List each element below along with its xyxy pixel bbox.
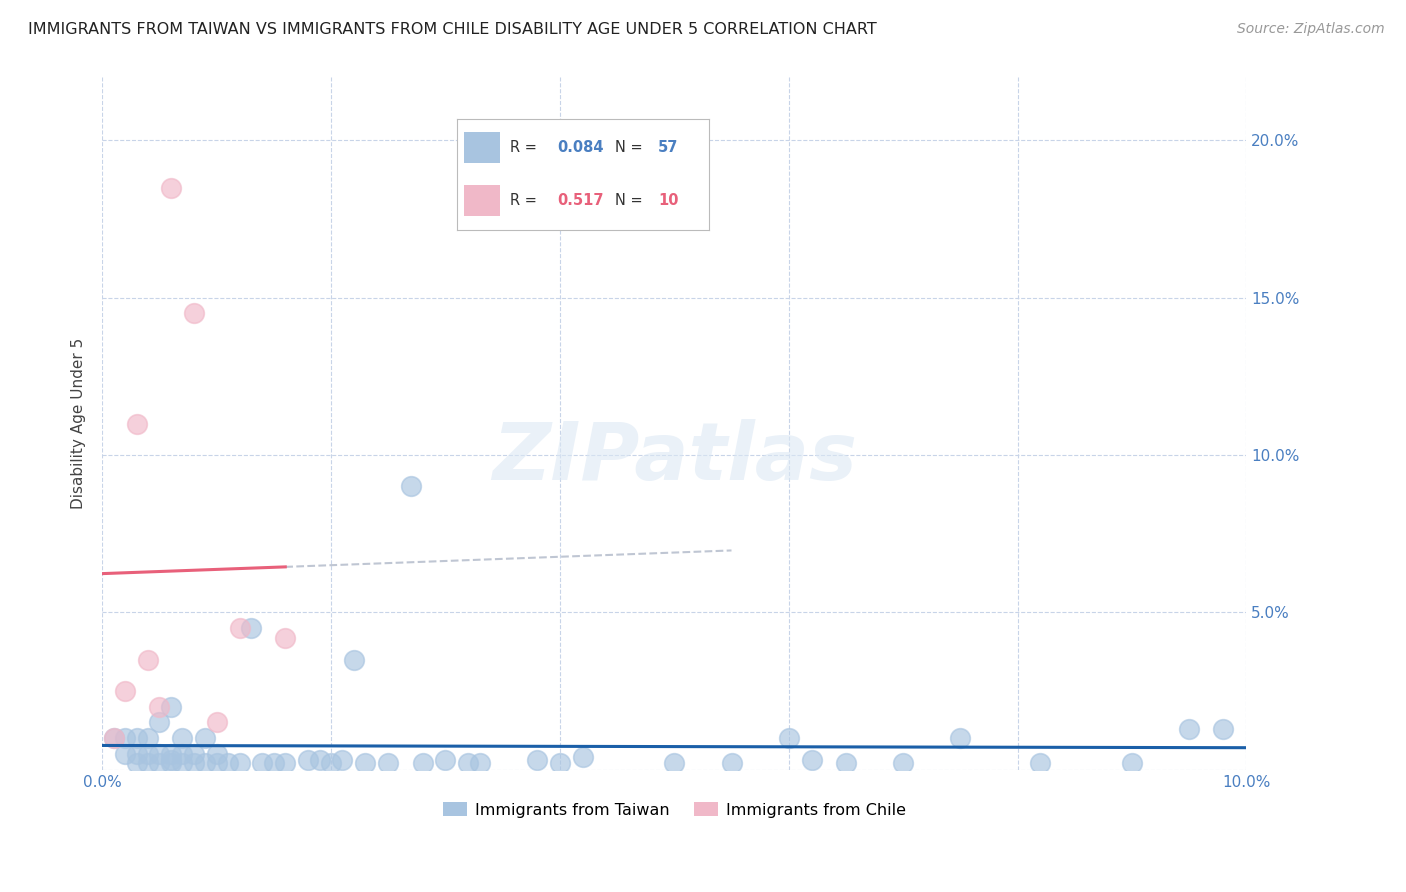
Point [194, 731, 217, 746]
Point [571, 750, 593, 764]
Point [172, 756, 194, 771]
Legend: Immigrants from Taiwan, Immigrants from Chile: Immigrants from Taiwan, Immigrants from … [437, 796, 912, 824]
Point [172, 731, 194, 746]
Point [1212, 722, 1234, 736]
Text: ZIPatlas: ZIPatlas [492, 419, 856, 497]
Point [160, 747, 183, 761]
Point [468, 756, 491, 771]
Point [1029, 756, 1052, 771]
Point [720, 756, 742, 771]
Point [319, 756, 342, 771]
Point [217, 756, 239, 771]
Point [263, 756, 285, 771]
Point [1121, 756, 1143, 771]
Point [354, 756, 377, 771]
Point [457, 756, 479, 771]
Point [148, 699, 170, 714]
Point [835, 756, 858, 771]
Point [434, 753, 457, 767]
Point [332, 753, 354, 767]
Point [160, 699, 183, 714]
Point [526, 753, 548, 767]
Point [148, 756, 170, 771]
Point [160, 753, 183, 767]
Point [343, 652, 366, 666]
Point [160, 756, 183, 771]
Point [274, 631, 297, 645]
Point [148, 715, 170, 730]
Point [125, 417, 148, 431]
Point [274, 756, 297, 771]
Point [205, 747, 228, 761]
Point [297, 753, 319, 767]
Point [125, 747, 148, 761]
Point [114, 731, 136, 746]
Point [183, 747, 205, 761]
Point [183, 306, 205, 320]
Point [125, 731, 148, 746]
Text: IMMIGRANTS FROM TAIWAN VS IMMIGRANTS FROM CHILE DISABILITY AGE UNDER 5 CORRELATI: IMMIGRANTS FROM TAIWAN VS IMMIGRANTS FRO… [28, 22, 877, 37]
Point [136, 731, 159, 746]
Point [114, 684, 136, 698]
Point [778, 731, 800, 746]
Point [136, 756, 159, 771]
Point [228, 621, 250, 635]
Point [172, 747, 194, 761]
Point [228, 756, 250, 771]
Point [183, 756, 205, 771]
Text: Source: ZipAtlas.com: Source: ZipAtlas.com [1237, 22, 1385, 37]
Point [949, 731, 972, 746]
Point [308, 753, 330, 767]
Point [125, 756, 148, 771]
Point [148, 747, 170, 761]
Point [103, 731, 125, 746]
Point [377, 756, 399, 771]
Point [412, 756, 434, 771]
Point [800, 753, 823, 767]
Point [205, 756, 228, 771]
Point [160, 180, 183, 194]
Point [664, 756, 686, 771]
Point [239, 621, 262, 635]
Point [114, 747, 136, 761]
Point [891, 756, 914, 771]
Point [136, 747, 159, 761]
Point [103, 731, 125, 746]
Point [136, 652, 159, 666]
Point [194, 756, 217, 771]
Point [205, 715, 228, 730]
Point [252, 756, 274, 771]
Y-axis label: Disability Age Under 5: Disability Age Under 5 [72, 338, 86, 509]
Point [399, 479, 422, 493]
Point [548, 756, 571, 771]
Point [1178, 722, 1201, 736]
